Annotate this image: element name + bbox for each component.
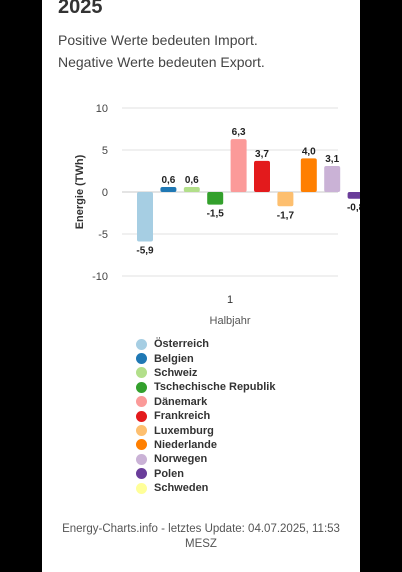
legend-dot-icon [136, 338, 147, 350]
page-title: 2025 [58, 0, 103, 18]
legend-dot-icon [136, 468, 147, 480]
legend-item[interactable]: Tschechische Republik [136, 380, 275, 394]
data-label: 3,7 [255, 149, 269, 160]
legend-item[interactable]: Schweiz [136, 366, 275, 380]
data-label: 0,6 [185, 175, 199, 186]
y-tick-label: 10 [96, 103, 108, 115]
y-axis-label: Energie (TWh) [74, 154, 86, 229]
legend-item[interactable]: Polen [136, 467, 275, 481]
legend-dot-icon [136, 381, 147, 393]
bar-layer [137, 139, 360, 242]
footer: Energy-Charts.info - letztes Update: 04.… [42, 522, 360, 552]
legend-item[interactable]: Österreich [136, 337, 275, 351]
legend-dot-icon [136, 453, 147, 465]
legend-label: Luxemburg [154, 424, 214, 437]
bar[interactable] [254, 160, 270, 192]
legend-label: Schweden [154, 482, 209, 495]
legend-dot-icon [136, 425, 147, 437]
x-tick-label: 1 [227, 294, 233, 306]
data-label: -0,8 [347, 203, 360, 214]
bar[interactable] [137, 192, 153, 242]
data-label: 6,3 [232, 127, 246, 138]
data-label: 0,6 [161, 175, 175, 186]
data-label: -1,5 [207, 209, 225, 220]
legend-label: Tschechische Republik [154, 381, 276, 394]
bar[interactable] [300, 158, 317, 192]
y-tick-label: 0 [102, 187, 108, 199]
legend-label: Polen [154, 467, 184, 480]
legend-dot-icon [136, 410, 147, 422]
legend-label: Österreich [154, 338, 210, 351]
bar[interactable] [347, 192, 360, 199]
data-label: -1,7 [277, 210, 295, 221]
legend-label: Dänemark [154, 395, 208, 408]
x-axis-label: Halbjahr [210, 315, 251, 327]
chart-card: 2025 Positive Werte bedeuten Import. Neg… [42, 0, 360, 572]
legend-label: Niederlande [154, 438, 217, 451]
legend-item[interactable]: Luxemburg [136, 423, 275, 437]
data-label: 3,1 [325, 154, 339, 165]
legend-item[interactable]: Dänemark [136, 395, 275, 409]
y-tick-label: -10 [92, 271, 108, 283]
legend-item[interactable]: Schweden [136, 481, 275, 495]
footer-timezone: MESZ [185, 538, 217, 550]
bar-chart: 10 5 0 -5 -10 -5,9 0,6 0,6 -1,5 6,3 3,7 -1,7 4,0 3,1… [74, 103, 360, 327]
legend-label: Belgien [154, 352, 194, 365]
legend-dot-icon [136, 353, 147, 365]
legend-dot-icon [136, 439, 147, 451]
y-tick-label: 5 [102, 145, 108, 157]
legend-item[interactable]: Norwegen [136, 452, 275, 466]
legend-item[interactable]: Belgien [136, 351, 275, 365]
legend-item[interactable]: Niederlande [136, 438, 275, 452]
legend-label: Schweiz [154, 366, 198, 379]
legend-item[interactable]: Frankreich [136, 409, 275, 423]
legend-dot-icon [136, 396, 147, 408]
legend-dot-icon [136, 482, 147, 494]
bar[interactable] [324, 165, 341, 192]
data-label: -5,9 [136, 246, 154, 257]
footer-update-line: Energy-Charts.info - letztes Update: 04.… [62, 523, 340, 535]
bar[interactable] [277, 192, 294, 207]
bar[interactable] [230, 139, 247, 192]
bar[interactable] [207, 192, 224, 205]
legend-dot-icon [136, 367, 147, 379]
data-label: 4,0 [302, 146, 316, 157]
bar[interactable] [160, 186, 177, 192]
legend: Österreich Belgien Schweiz Tschechische Rep… [136, 337, 275, 495]
subtitle-export: Negative Werte bedeuten Export. [58, 54, 265, 70]
y-tick-label: -5 [98, 229, 108, 241]
data-label-layer: -5,90,60,6-1,56,33,7-1,74,03,1-0,81,4 [136, 127, 360, 256]
bar[interactable] [183, 186, 200, 192]
grid-layer: 10 5 0 -5 -10 [92, 103, 338, 283]
legend-label: Norwegen [154, 453, 208, 466]
legend-label: Frankreich [154, 410, 211, 423]
subtitle-import: Positive Werte bedeuten Import. [58, 32, 258, 48]
